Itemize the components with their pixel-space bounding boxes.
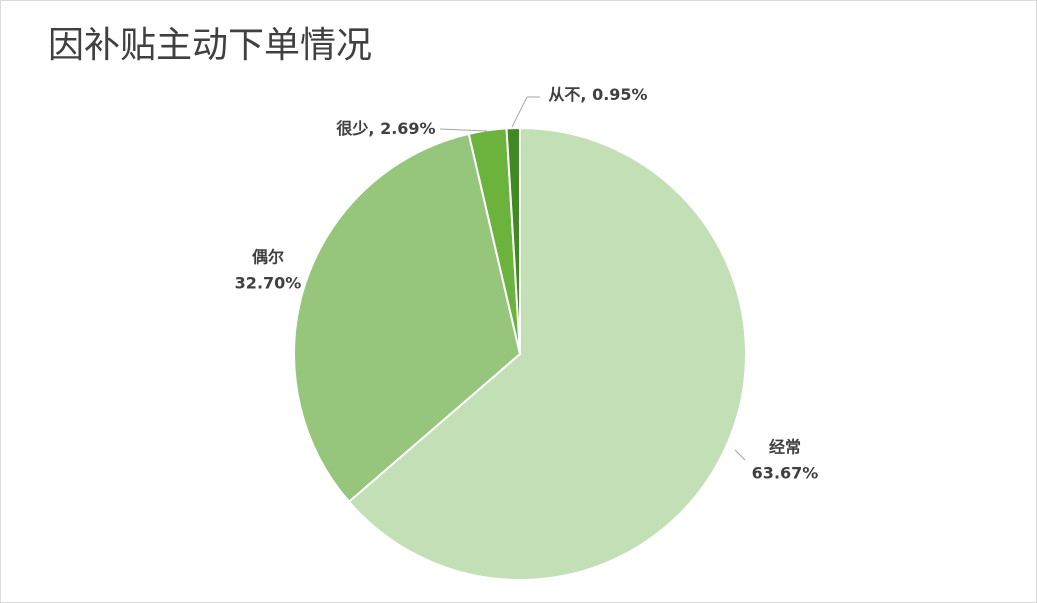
data-label-separator: , <box>580 85 592 104</box>
data-label-separator: , <box>368 119 380 138</box>
data-label-category: 从不 <box>548 85 580 104</box>
leader-line <box>511 96 528 128</box>
pie-slice <box>505 126 521 355</box>
pie-slice <box>293 132 522 504</box>
data-label-value: 0.95% <box>592 85 648 104</box>
leader-line <box>439 128 488 132</box>
data-label-category: 偶尔 <box>252 248 284 267</box>
data-label-value: 63.67% <box>752 464 819 483</box>
data-label-category: 经常 <box>769 438 801 457</box>
data-label: 从不, 0.95% <box>548 85 647 104</box>
data-label: 很少, 2.69% <box>336 119 435 138</box>
data-label-value: 2.69% <box>380 119 436 138</box>
leader-line <box>734 449 746 461</box>
pie-slice <box>347 126 747 581</box>
data-label-category: 很少 <box>336 119 368 138</box>
data-label-value: 32.70% <box>235 274 302 293</box>
chart-title: 因补贴主动下单情况 <box>48 25 372 66</box>
